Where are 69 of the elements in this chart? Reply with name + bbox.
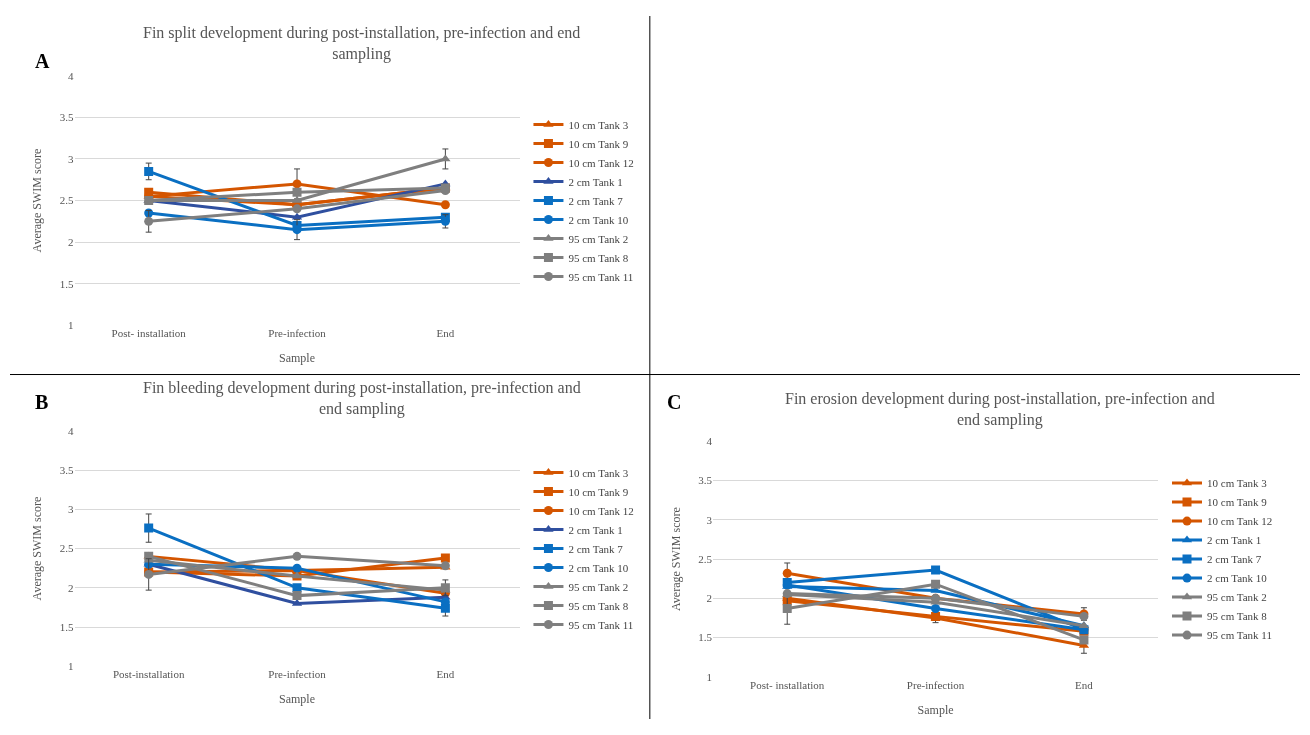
x-tick-label: End xyxy=(436,668,455,681)
legend-label: 10 cm Tank 9 xyxy=(568,485,629,498)
legend-label: 10 cm Tank 12 xyxy=(1207,515,1273,528)
y-tick-label: 3.5 xyxy=(59,463,74,476)
y-tick-label: 4 xyxy=(68,69,74,82)
x-axis-title: Sample xyxy=(279,692,316,707)
legend-label: 95 cm Tank 11 xyxy=(1207,629,1272,642)
x-tick-label: Post-installation xyxy=(112,668,185,681)
legend-label: 2 cm Tank 1 xyxy=(568,175,623,188)
x-axis-title: Sample xyxy=(917,702,954,717)
legend-label: 2 cm Tank 7 xyxy=(568,194,624,207)
legend-label: 10 cm Tank 3 xyxy=(568,118,629,131)
legend-label: 95 cm Tank 11 xyxy=(568,270,634,283)
chart-title: Fin split development during post-installation, pre-infection and end sampling xyxy=(143,24,581,63)
y-tick-label: 1 xyxy=(68,660,74,673)
legend-label: 2 cm Tank 7 xyxy=(1207,553,1262,566)
y-tick-label: 3.5 xyxy=(59,111,74,124)
legend-label: 10 cm Tank 9 xyxy=(568,137,629,150)
x-tick-label: End xyxy=(436,327,455,340)
x-tick-label: Pre-infection xyxy=(268,327,327,340)
legend-label: 10 cm Tank 9 xyxy=(1207,496,1268,509)
y-tick-label: 3 xyxy=(68,503,74,516)
legend-label: 95 cm Tank 2 xyxy=(1207,591,1267,604)
x-tick-label: Post- installation xyxy=(750,678,825,691)
legend-label: 2 cm Tank 10 xyxy=(568,561,629,574)
x-tick-label: Pre-infection xyxy=(906,678,965,691)
y-axis-title: Average SWIM score xyxy=(668,507,683,611)
y-axis-title: Average SWIM score xyxy=(30,496,45,601)
legend-label: 95 cm Tank 11 xyxy=(568,618,634,631)
legend-label: 2 cm Tank 7 xyxy=(568,542,624,555)
y-tick-label: 1 xyxy=(68,319,74,332)
x-tick-label: End xyxy=(1075,678,1094,691)
legend-label: 10 cm Tank 3 xyxy=(1207,477,1268,490)
y-axis-title: Average SWIM score xyxy=(30,148,45,253)
y-tick-label: 2.5 xyxy=(59,194,74,207)
legend-label: 95 cm Tank 8 xyxy=(1207,610,1268,623)
x-axis-title: Sample xyxy=(279,351,316,366)
y-tick-label: 1.5 xyxy=(59,277,74,290)
y-tick-label: 1.5 xyxy=(698,631,713,644)
y-tick-label: 2 xyxy=(706,592,713,605)
legend-label: 2 cm Tank 10 xyxy=(568,213,629,226)
text: C xyxy=(667,391,682,413)
y-tick-label: 4 xyxy=(706,435,713,448)
legend-label: 2 cm Tank 10 xyxy=(1207,572,1268,585)
y-tick-label: 2 xyxy=(68,235,74,248)
text: A xyxy=(35,50,50,72)
legend-label: 2 cm Tank 1 xyxy=(568,523,623,536)
legend-label: 10 cm Tank 3 xyxy=(568,466,629,479)
y-tick-label: 1.5 xyxy=(59,620,74,633)
legend-label: 95 cm Tank 8 xyxy=(568,251,629,264)
y-tick-label: 3 xyxy=(706,513,713,526)
y-tick-label: 1 xyxy=(706,670,713,683)
y-tick-label: 3.5 xyxy=(698,474,713,487)
y-tick-label: 4 xyxy=(68,424,74,437)
text: B xyxy=(35,391,49,413)
x-tick-label: Post- installation xyxy=(111,327,187,340)
y-tick-label: 2 xyxy=(68,581,74,594)
chart-title: Fin erosion development during post-installation, pre-infection and end sampling xyxy=(785,390,1215,429)
legend-label: 95 cm Tank 2 xyxy=(568,232,629,245)
chart-title: Fin bleeding development during post-installation, pre-infection and end sampling xyxy=(143,379,581,418)
legend-label: 95 cm Tank 8 xyxy=(568,599,629,612)
y-tick-label: 2.5 xyxy=(698,552,713,565)
y-tick-label: 3 xyxy=(68,152,74,165)
y-tick-label: 2.5 xyxy=(59,542,74,555)
legend-label: 2 cm Tank 1 xyxy=(1207,534,1262,547)
legend-label: 10 cm Tank 12 xyxy=(568,504,634,517)
legend-label: 95 cm Tank 2 xyxy=(568,580,629,593)
legend-label: 10 cm Tank 12 xyxy=(568,156,634,169)
x-tick-label: Pre-infection xyxy=(268,668,327,681)
